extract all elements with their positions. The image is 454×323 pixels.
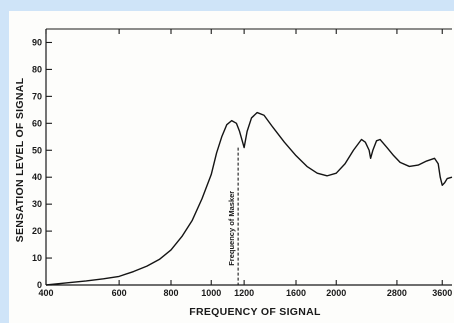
y-tick-label: 70 (32, 91, 42, 101)
x-tick-label: 800 (163, 288, 178, 298)
axes (45, 28, 452, 286)
scanned-figure-background (9, 11, 454, 323)
ticks (45, 29, 443, 286)
y-tick-label: 40 (32, 172, 42, 182)
x-tick-label: 1200 (234, 288, 254, 298)
y-tick-label: 10 (32, 253, 42, 263)
x-tick-label: 2000 (326, 288, 346, 298)
masker-annotation: Frequency of Masker (227, 191, 236, 266)
x-tick-label: 3600 (432, 288, 452, 298)
y-tick-label: 90 (32, 37, 42, 47)
y-tick-label: 60 (32, 118, 42, 128)
y-tick-label: 0 (37, 280, 42, 290)
tick-labels: 0 10 20 30 40 50 60 70 80 90 400 600 800 1000 1200 1600… (32, 37, 452, 298)
y-tick-label: 30 (32, 199, 42, 209)
x-tick-label: 600 (112, 288, 127, 298)
x-tick-label: 400 (38, 288, 53, 298)
y-axis-title: SENSATION LEVEL OF SIGNAL (14, 77, 26, 242)
y-tick-label: 80 (32, 64, 42, 74)
y-tick-label: 50 (32, 145, 42, 155)
x-axis-title: FREQUENCY OF SIGNAL (189, 306, 321, 318)
x-tick-label: 1600 (286, 288, 306, 298)
x-tick-label: 2800 (387, 288, 407, 298)
y-tick-label: 20 (32, 226, 42, 236)
x-tick-label: 1000 (201, 288, 221, 298)
sensation-level-curve (45, 111, 453, 286)
